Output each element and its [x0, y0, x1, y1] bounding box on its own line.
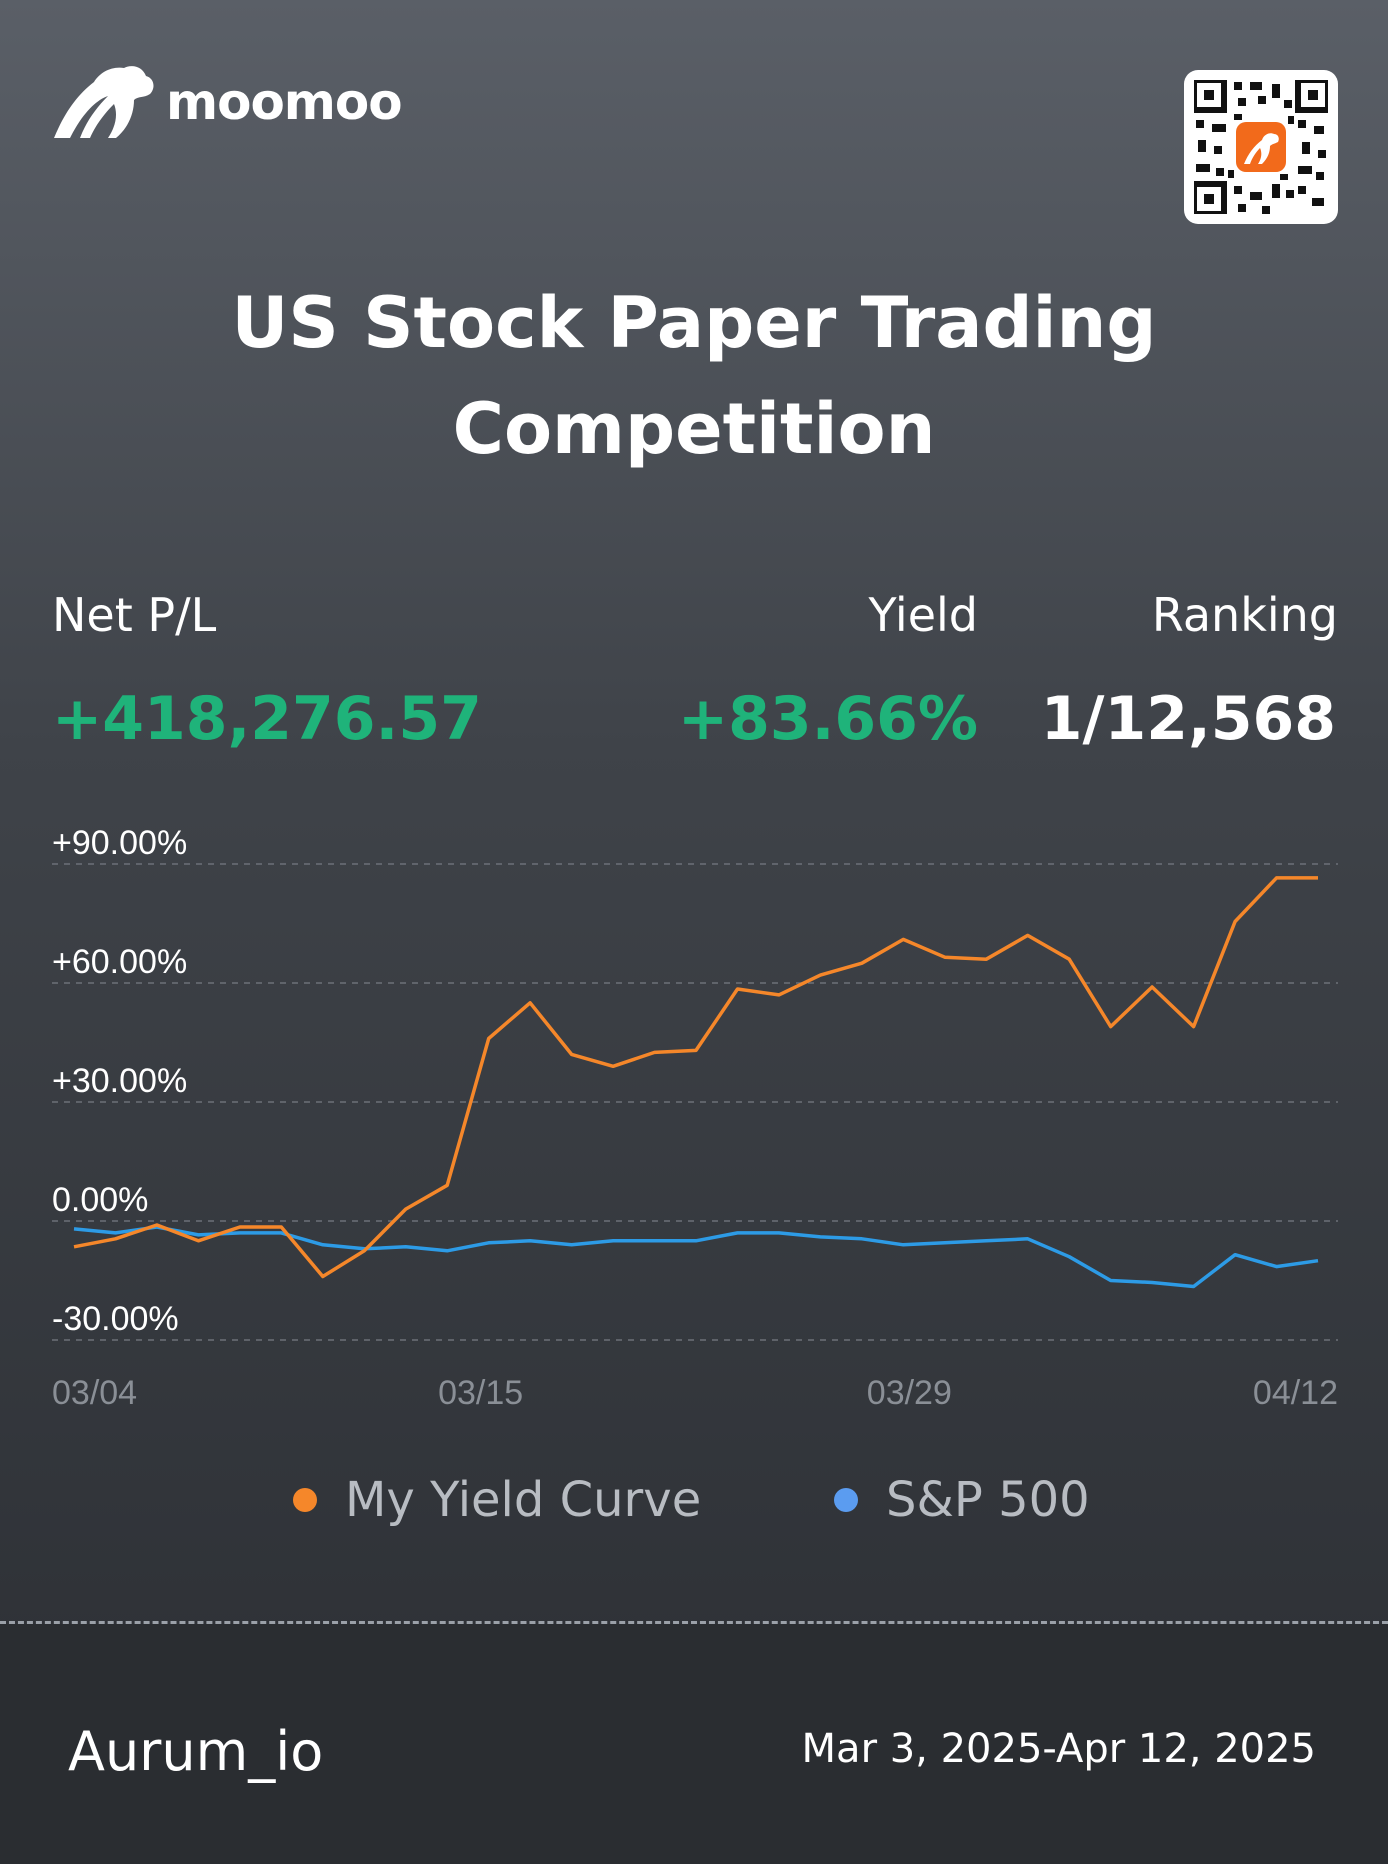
yield-label: Yield: [868, 588, 978, 642]
legend-dot-blue: [834, 1488, 858, 1512]
net-pl-value: +418,276.57: [52, 684, 482, 754]
legend-label-sp500: S&P 500: [886, 1472, 1090, 1528]
y-tick-label: -30.00%: [52, 1300, 179, 1338]
chart-grid: [52, 863, 1338, 1341]
bull-logo-icon: [54, 66, 154, 138]
y-tick-label: 0.00%: [52, 1181, 148, 1219]
y-tick-label: +30.00%: [52, 1062, 187, 1100]
x-tick-label: 03/29: [867, 1374, 952, 1412]
yield-value: +83.66%: [677, 684, 978, 754]
x-tick-label: 04/12: [1253, 1374, 1338, 1412]
legend-item-my-yield-curve: My Yield Curve: [293, 1472, 701, 1528]
footer: [0, 1624, 1388, 1864]
y-tick-label: +60.00%: [52, 943, 187, 981]
username: Aurum_io: [68, 1720, 324, 1783]
x-axis-labels: 03/04 03/15 03/29 04/12: [52, 1374, 1338, 1412]
date-range: Mar 3, 2025-Apr 12, 2025: [801, 1726, 1316, 1772]
legend-dot-orange: [293, 1488, 317, 1512]
chart-series: [73, 876, 1319, 1289]
footer-divider: [0, 1621, 1388, 1624]
title-line-1: US Stock Paper Trading: [231, 282, 1157, 364]
brand-logo: moomoo: [50, 62, 403, 142]
legend-label-my-yield-curve: My Yield Curve: [345, 1472, 702, 1528]
brand-name: moomoo: [166, 73, 403, 131]
y-tick-label: +90.00%: [52, 824, 187, 862]
y-axis-labels: +90.00% +60.00% +30.00% 0.00% -30.00%: [52, 824, 187, 1338]
x-tick-label: 03/04: [52, 1374, 137, 1412]
ranking-label: Ranking: [1151, 588, 1338, 642]
x-tick-label: 03/15: [438, 1374, 523, 1412]
page-title: US Stock Paper Trading Competition: [0, 270, 1388, 482]
qr-code-icon: [1194, 80, 1328, 214]
legend-item-sp500: S&P 500: [834, 1472, 1090, 1528]
ranking-value: 1/12,568: [1040, 684, 1336, 754]
qr-code: [1184, 70, 1338, 224]
title-line-2: Competition: [452, 388, 936, 470]
chart-legend: My Yield Curve S&P 500: [0, 1472, 1388, 1532]
net-pl-label: Net P/L: [52, 588, 217, 642]
series-line-my-yield-curve: [73, 876, 1318, 1279]
series-line-s-p-500: [73, 1225, 1319, 1289]
